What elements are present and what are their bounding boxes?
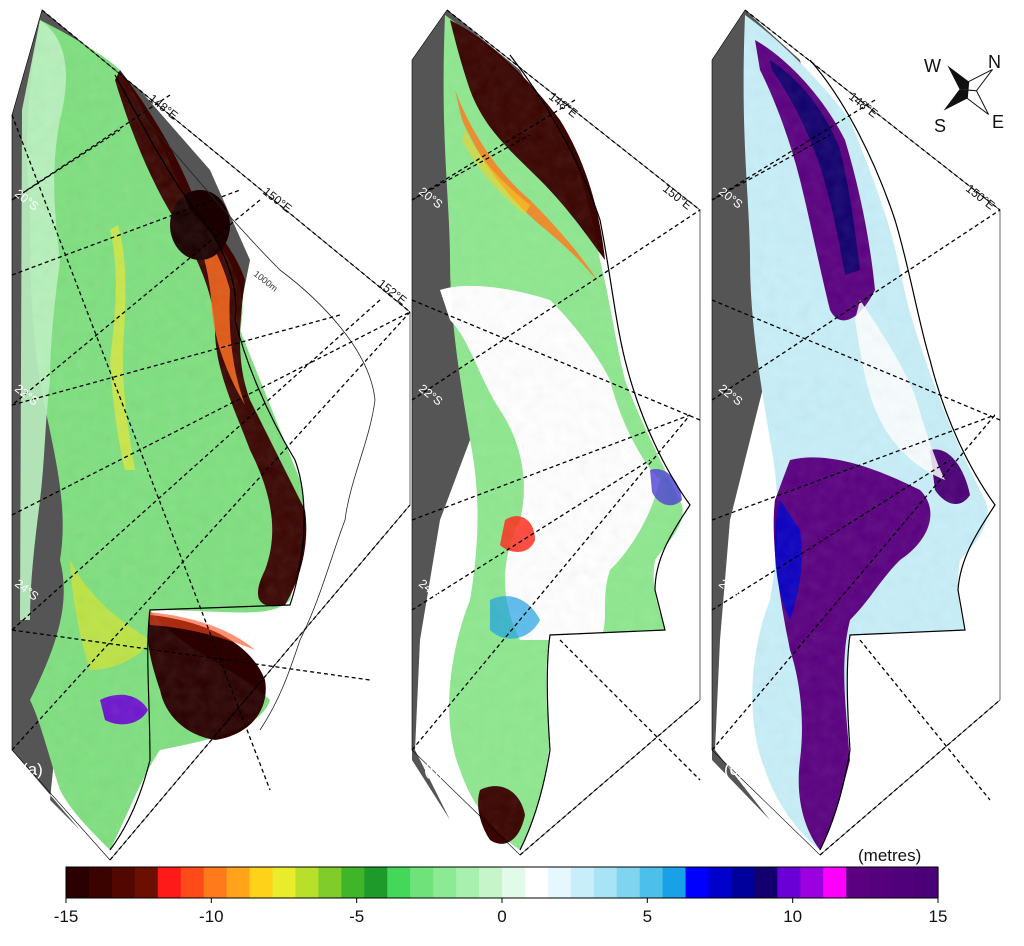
colorbar-swatch — [502, 867, 526, 898]
colorbar-swatch — [387, 867, 411, 898]
colorbar-swatch — [66, 867, 90, 898]
colorbar-swatch — [846, 867, 870, 898]
contour-label-1000m: 1000m — [252, 269, 280, 294]
colorbar-tick-label: 0 — [497, 907, 506, 926]
panel-label-c: (c) — [724, 760, 744, 779]
colorbar-swatch — [180, 867, 205, 898]
colorbar-swatch — [777, 867, 801, 898]
colorbar-swatch — [203, 867, 228, 898]
shelf-edge — [109, 74, 305, 851]
colorbar-swatch — [869, 867, 893, 898]
colorbar-ticks: -15 -10 -5 0 5 10 15 — [54, 898, 948, 926]
compass-rose — [943, 65, 993, 115]
southern-lagoon-edge — [148, 612, 255, 650]
colorbar-swatch — [341, 867, 365, 898]
panel-a: 148°E 150°E 152°E 20°S 22°S 24°S 1000m (… — [11, 9, 411, 861]
colorbar-swatch — [456, 867, 480, 898]
colorbar-swatch — [547, 867, 572, 898]
colorbar-tick-label: -5 — [349, 907, 364, 926]
lon-label-150: 150°E — [660, 181, 694, 212]
panel-label-a: (a) — [22, 760, 43, 779]
lon-label-150: 150°E — [963, 181, 997, 212]
panel-label-b: (b) — [424, 760, 445, 779]
colorbar-swatch — [639, 867, 664, 898]
colorbar-swatch — [364, 867, 388, 898]
lon-label-152: 152°E — [375, 276, 409, 307]
shelf-edge — [809, 59, 996, 851]
panel-b: 148°E 150°E 20°S 22°S 24°S (b) — [411, 9, 701, 856]
compass-label-e: E — [992, 112, 1004, 132]
colorbar-swatch — [731, 867, 756, 898]
colorbar-swatch — [88, 867, 113, 898]
colorbar-tick-label: -15 — [54, 907, 79, 926]
compass-label-s: S — [934, 116, 946, 136]
colorbar-swatch — [892, 867, 916, 898]
panel-frame — [11, 9, 411, 861]
colorbar-swatch — [593, 867, 618, 898]
depth-contour-1000m — [129, 99, 376, 731]
colorbar-swatch — [226, 867, 251, 898]
colorbar-swatch — [157, 867, 182, 898]
panel-frame — [411, 9, 701, 856]
colorbar-swatch — [800, 867, 824, 898]
colorbar-swatch — [479, 867, 503, 898]
speckle-texture — [743, 15, 988, 850]
colorbar-tick-label: 10 — [783, 907, 802, 926]
colorbar-swatch — [616, 867, 641, 898]
colorbar-swatches — [66, 867, 939, 898]
colorbar-swatch — [433, 867, 457, 898]
colorbar-unit-label: (metres) — [858, 846, 921, 865]
colorbar: -15 -10 -5 0 5 10 15 (metres) — [54, 846, 948, 926]
colorbar-swatch — [915, 867, 939, 898]
colorbar-tick-label: 15 — [929, 907, 948, 926]
colorbar-swatch — [570, 867, 595, 898]
colorbar-swatch — [823, 867, 847, 898]
lon-label-150: 150°E — [260, 184, 294, 215]
colorbar-swatch — [708, 867, 733, 898]
panel-c: 148°E 150°E 20°S 22°S 24°S (c) N W S E — [711, 9, 1004, 856]
compass-north-arm — [947, 65, 969, 90]
compass-label-n: N — [988, 52, 1001, 72]
colorbar-swatch — [410, 867, 434, 898]
colorbar-swatch — [754, 867, 778, 898]
colorbar-swatch — [524, 867, 549, 898]
colorbar-swatch — [249, 867, 274, 898]
colorbar-tick-label: 5 — [643, 907, 652, 926]
colorbar-swatch — [134, 867, 159, 898]
lon-label-148: 148°E — [846, 89, 880, 120]
compass-label-w: W — [924, 56, 941, 76]
compass-west-arm — [943, 89, 968, 111]
panel-frame — [711, 9, 1001, 856]
colorbar-swatch — [272, 867, 297, 898]
colorbar-swatch — [295, 867, 320, 898]
colorbar-swatch — [685, 867, 710, 898]
colorbar-swatch — [111, 867, 136, 898]
colorbar-swatch — [662, 867, 687, 898]
colorbar-tick-label: -10 — [199, 907, 224, 926]
colorbar-swatch — [318, 867, 342, 898]
shelf-edge — [509, 54, 691, 851]
